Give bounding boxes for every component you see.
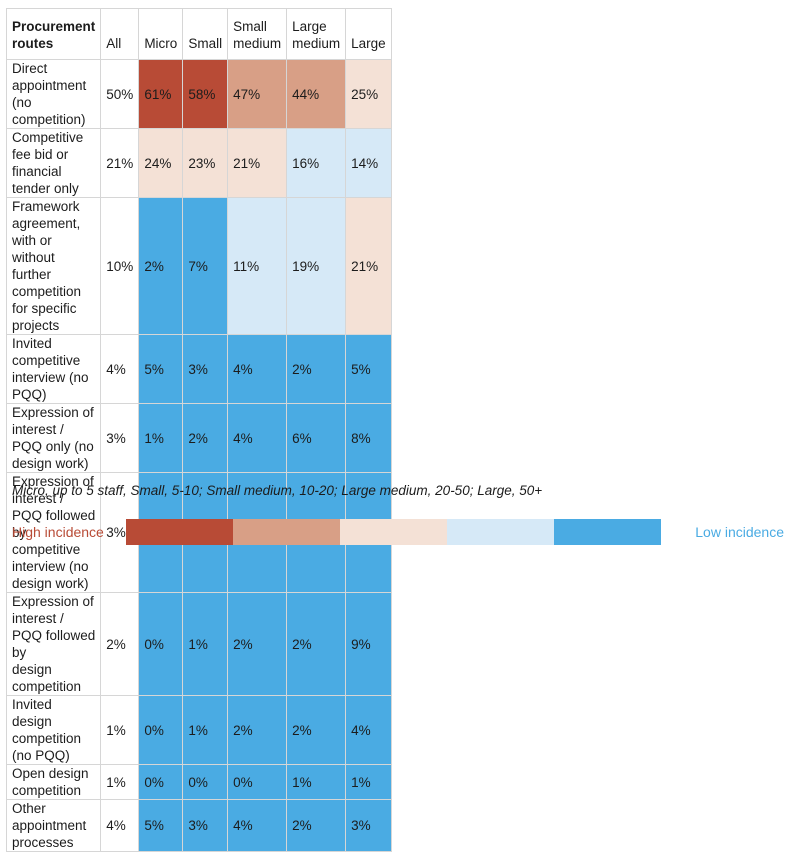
heatmap-cell: 21% — [345, 197, 392, 335]
route-label: Invited competitive interview (no PQQ) — [5, 334, 102, 404]
heatmap-cell: 23% — [182, 128, 229, 198]
route-label: Open design competition — [5, 764, 102, 800]
legend-swatch — [340, 519, 447, 545]
table-row: Competitive fee bid or financial tender … — [5, 128, 392, 198]
table-row: Invited design competition (no PQQ) 1% 0% 1… — [5, 695, 392, 765]
heatmap-cell: 2% — [182, 403, 229, 473]
heatmap-cell: 0% — [227, 764, 288, 800]
heatmap-cell: 19% — [286, 197, 347, 335]
legend-color-scale — [126, 519, 661, 545]
heatmap-cell: 3% — [182, 799, 229, 852]
heatmap-cell: 4% — [227, 799, 288, 852]
table-row: Framework agreement, with or without fur… — [5, 197, 392, 335]
column-header-1: All — [100, 8, 140, 60]
heatmap-cell: 3% — [100, 403, 140, 473]
table-row: Direct appointment (no competition) 50% 61… — [5, 59, 392, 129]
heatmap-cell: 8% — [345, 403, 392, 473]
heatmap-cell: 1% — [100, 764, 140, 800]
heatmap-cell: 4% — [227, 334, 288, 404]
route-label: Direct appointment (no competition) — [5, 59, 102, 129]
heatmap-cell: 3% — [345, 799, 392, 852]
heatmap-cell: 25% — [345, 59, 392, 129]
heatmap-cell: 0% — [138, 764, 184, 800]
legend-swatch — [126, 519, 233, 545]
heatmap-cell: 7% — [182, 197, 229, 335]
heatmap-cell: 24% — [138, 128, 184, 198]
heatmap-cell: 6% — [286, 403, 347, 473]
table-row: Invited competitive interview (no PQQ) 4%… — [5, 334, 392, 404]
heatmap-cell: 2% — [286, 695, 347, 765]
heatmap-cell: 4% — [345, 695, 392, 765]
column-header-2: Micro — [138, 8, 184, 60]
legend-high-label: High incidence — [12, 524, 104, 540]
heatmap-cell: 2% — [100, 592, 140, 696]
heatmap-cell: 61% — [138, 59, 184, 129]
heatmap-cell: 2% — [138, 197, 184, 335]
heatmap-cell: 14% — [345, 128, 392, 198]
heatmap-cell: 1% — [182, 695, 229, 765]
table-row: Expression of interest / PQQ only (no de… — [5, 403, 392, 473]
route-label: Expression of interest / PQQ only (no de… — [5, 403, 102, 473]
column-header-row: Procurement routes All Micro Small Small me… — [5, 8, 392, 60]
heatmap-cell: 0% — [182, 764, 229, 800]
legend-swatch — [554, 519, 661, 545]
heatmap-cell: 5% — [138, 799, 184, 852]
heatmap-cell: 50% — [100, 59, 140, 129]
heatmap-cell: 0% — [138, 592, 184, 696]
heatmap-cell: 2% — [227, 695, 288, 765]
legend-swatch — [233, 519, 340, 545]
legend-low-label: Low incidence — [695, 524, 784, 540]
heatmap-cell: 1% — [138, 403, 184, 473]
route-label: Invited design competition (no PQQ) — [5, 695, 102, 765]
heatmap-cell: 4% — [100, 334, 140, 404]
column-header-3: Small — [182, 8, 229, 60]
route-label: Framework agreement, with or without fur… — [5, 197, 102, 335]
heatmap-cell: 2% — [227, 592, 288, 696]
heatmap-table: Procurement routes All Micro Small Small me… — [5, 8, 392, 852]
size-footnote: Micro, up to 5 staff, Small, 5-10; Small… — [12, 483, 543, 498]
heatmap-cell: 11% — [227, 197, 288, 335]
heatmap-body: Direct appointment (no competition) 50% 61… — [5, 59, 392, 852]
heatmap-cell: 1% — [182, 592, 229, 696]
column-header-5: Large medium — [286, 8, 347, 60]
heatmap-cell: 2% — [286, 592, 347, 696]
heatmap-cell: 1% — [100, 695, 140, 765]
column-header-4: Small medium — [227, 8, 288, 60]
heatmap-cell: 2% — [286, 334, 347, 404]
route-label: Expression of interest / PQQ followed by… — [5, 592, 102, 696]
column-header-6: Large — [345, 8, 392, 60]
heatmap-cell: 9% — [345, 592, 392, 696]
heatmap-cell: 0% — [138, 695, 184, 765]
table-row: Expression of interest / PQQ followed by… — [5, 592, 392, 696]
route-label: Other appointment processes — [5, 799, 102, 852]
heatmap-cell: 10% — [100, 197, 140, 335]
heatmap-cell: 58% — [182, 59, 229, 129]
heatmap-cell: 5% — [345, 334, 392, 404]
heatmap-cell: 1% — [345, 764, 392, 800]
route-label: Competitive fee bid or financial tender … — [5, 128, 102, 198]
heatmap-cell: 21% — [227, 128, 288, 198]
table-row: Open design competition 1% 0% 0% 0% 1% 1% — [5, 764, 392, 800]
heatmap-cell: 2% — [286, 799, 347, 852]
heatmap-cell: 44% — [286, 59, 347, 129]
heatmap-cell: 16% — [286, 128, 347, 198]
heatmap-cell: 1% — [286, 764, 347, 800]
heatmap-cell: 47% — [227, 59, 288, 129]
heatmap-cell: 4% — [227, 403, 288, 473]
row-header-label: Procurement routes — [5, 8, 102, 60]
table-row: Other appointment processes 4% 5% 3% 4% 2% 3% — [5, 799, 392, 852]
heatmap-cell: 3% — [182, 334, 229, 404]
heatmap-cell: 21% — [100, 128, 140, 198]
legend-swatch — [447, 519, 554, 545]
heatmap-cell: 5% — [138, 334, 184, 404]
heatmap-cell: 4% — [100, 799, 140, 852]
